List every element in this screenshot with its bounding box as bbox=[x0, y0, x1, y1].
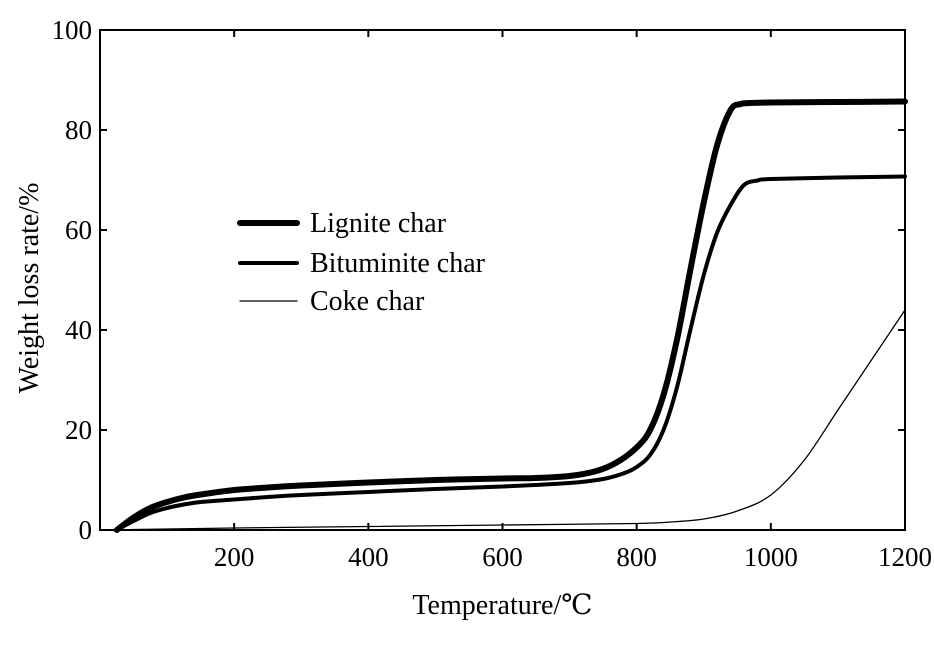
y-tick-label: 0 bbox=[79, 515, 93, 545]
y-tick-label: 40 bbox=[65, 315, 92, 345]
series-line-lignite-char bbox=[113, 98, 908, 533]
x-tick-label: 200 bbox=[214, 542, 255, 572]
legend-label-coke-char: Coke char bbox=[310, 286, 425, 317]
plot-area: 200 400 600 800 1000 1200 0 20 40 60 80 100 Temperat… bbox=[14, 15, 932, 621]
legend-label-lignite-char: Lignite char bbox=[310, 208, 447, 239]
series-line-bituminite-char bbox=[114, 174, 907, 532]
y-tick-label: 100 bbox=[52, 15, 93, 45]
x-tick-label: 400 bbox=[348, 542, 389, 572]
legend-label-bituminite-char: Bituminite char bbox=[310, 248, 486, 279]
x-tick-label: 600 bbox=[482, 542, 523, 572]
y-axis-title: Weight loss rate/% bbox=[14, 183, 45, 394]
y-tick-label: 60 bbox=[65, 215, 92, 245]
x-axis-title: Temperature/℃ bbox=[412, 590, 592, 621]
x-tick-label: 1000 bbox=[744, 542, 798, 572]
x-tick-label: 800 bbox=[616, 542, 657, 572]
legend: Lignite char Bituminite char Coke char bbox=[237, 208, 486, 317]
series-line-coke-char bbox=[116, 309, 906, 531]
series-group bbox=[113, 98, 908, 533]
y-tick-label: 80 bbox=[65, 115, 92, 145]
y-tick-label: 20 bbox=[65, 415, 92, 445]
x-tick-label: 1200 bbox=[878, 542, 932, 572]
